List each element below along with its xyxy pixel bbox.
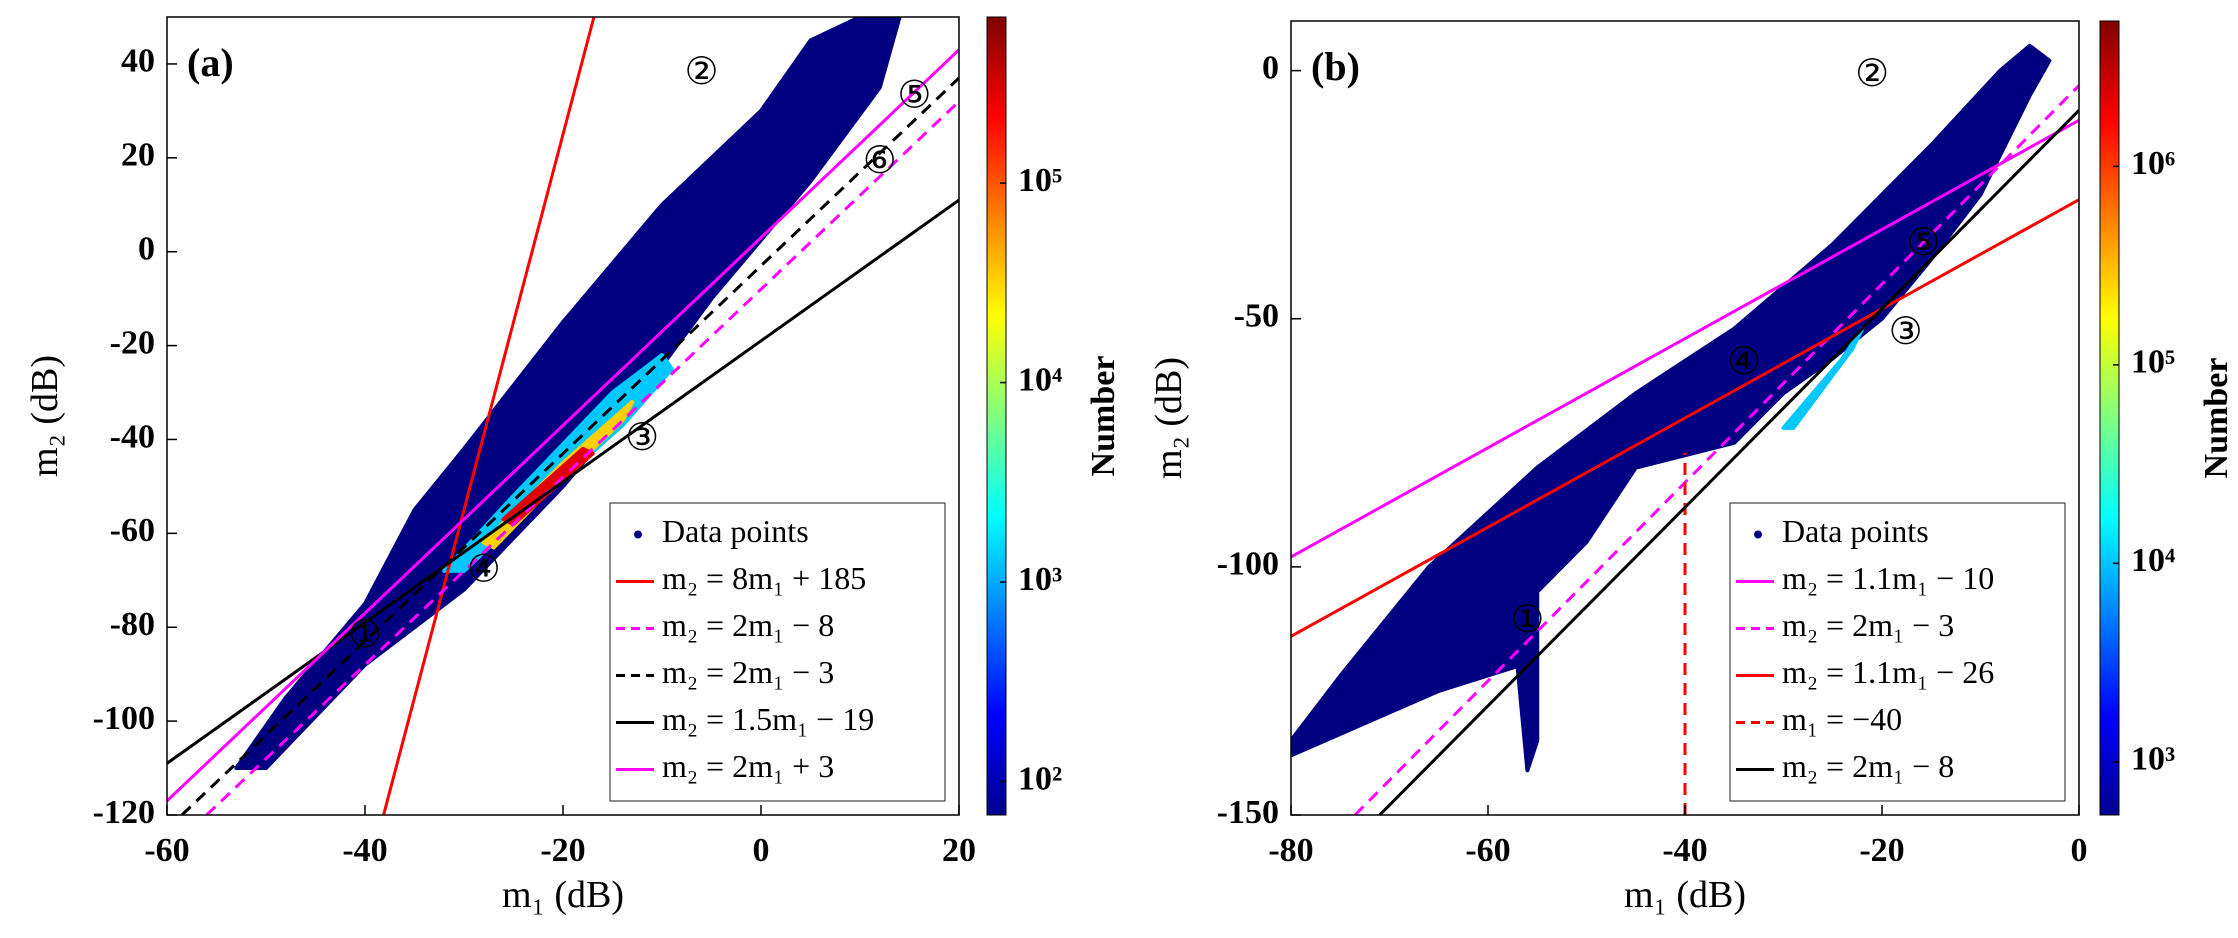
colorbar-label: Number — [1085, 356, 1122, 477]
colorbar-tick-label: 10³ — [2131, 741, 2175, 778]
y-tick-label: -150 — [1217, 794, 1279, 831]
region-label: ② — [1855, 51, 1889, 95]
legend-label: m₂ = 2m₁ − 8 — [1782, 748, 1954, 784]
x-tick-label: 0 — [2071, 832, 2088, 869]
region-label: ④ — [1727, 339, 1761, 383]
y-axis-label: m₂ (dB) — [24, 355, 66, 477]
legend-label: m₂ = 2m₁ − 8 — [662, 607, 834, 643]
y-tick-label: 0 — [1262, 49, 1279, 86]
legend-marker — [1754, 530, 1762, 539]
y-tick-label: -80 — [110, 606, 155, 643]
y-tick-label: -100 — [1217, 546, 1279, 583]
panel-label: (b) — [1311, 44, 1360, 89]
region-label: ⑤ — [1906, 220, 1940, 264]
region-label: ② — [685, 49, 719, 93]
colorbar — [986, 16, 1007, 816]
density-cloud — [501, 446, 595, 526]
legend-label: m₂ = 8m₁ + 185 — [662, 560, 866, 596]
colorbar-tick-label: 10³ — [1018, 561, 1062, 598]
y-tick-label: 40 — [121, 43, 155, 80]
legend-box — [609, 502, 946, 802]
legend-label: m₂ = 2m₁ − 3 — [1782, 607, 1954, 643]
y-tick-label: -120 — [93, 794, 155, 831]
legend-marker — [634, 530, 642, 539]
fit-line — [167, 198, 959, 765]
y-tick-label: -50 — [1234, 298, 1279, 335]
fit-line — [1378, 109, 2079, 815]
fit-line — [382, 17, 596, 815]
x-tick-label: -20 — [1859, 832, 1904, 869]
x-tick-label: -20 — [540, 832, 585, 869]
x-tick-label: 20 — [942, 832, 976, 869]
y-axis-label: m₂ (dB) — [1148, 357, 1190, 479]
x-tick-label: -40 — [1662, 832, 1707, 869]
plot-area — [1291, 43, 2079, 815]
legend-label: m₂ = 1.1m₁ − 10 — [1782, 560, 1994, 596]
density-cloud — [234, 17, 902, 771]
colorbar-tick-label: 10⁵ — [1018, 162, 1062, 199]
fit-line — [1353, 84, 2079, 815]
x-tick-label: -40 — [342, 832, 387, 869]
colorbar-tick-label: 10⁵ — [2131, 344, 2175, 381]
region-label: ③ — [625, 415, 659, 459]
region-label: ④ — [467, 546, 501, 590]
x-tick-label: -80 — [1268, 832, 1313, 869]
legend-label: m₂ = 1.1m₁ − 26 — [1782, 654, 1994, 690]
region-label: ① — [348, 612, 382, 656]
region-label: ③ — [1889, 309, 1923, 353]
y-tick-label: 20 — [121, 137, 155, 174]
fit-line — [205, 100, 959, 815]
y-tick-label: -40 — [110, 418, 155, 455]
colorbar-label: Number — [2198, 358, 2235, 479]
colorbar-tick-label: 10⁶ — [2131, 145, 2175, 182]
x-axis-label: m₁ (dB) — [1624, 874, 1746, 916]
region-label: ① — [1510, 597, 1544, 641]
y-tick-label: -100 — [93, 700, 155, 737]
legend-label: m₂ = 2m₁ − 3 — [662, 654, 834, 690]
plot-area — [167, 17, 959, 815]
x-tick-label: 0 — [753, 832, 770, 869]
legend-label: Data points — [1782, 513, 1929, 549]
colorbar-tick-label: 10² — [1018, 760, 1062, 797]
y-tick-label: 0 — [138, 231, 155, 268]
x-axis-label: m₁ (dB) — [502, 874, 624, 916]
fit-line — [167, 48, 959, 803]
legend-label: m₂ = 1.5m₁ − 19 — [662, 701, 874, 737]
panel-label: (a) — [187, 40, 234, 85]
legend-box — [1729, 502, 2066, 802]
x-tick-label: -60 — [1465, 832, 1510, 869]
x-tick-label: -60 — [144, 832, 189, 869]
y-tick-label: -60 — [110, 512, 155, 549]
legend-label: m₂ = 2m₁ + 3 — [662, 748, 834, 784]
y-tick-label: -20 — [110, 324, 155, 361]
density-cloud — [1781, 326, 1865, 430]
fit-line — [1291, 198, 2079, 638]
colorbar-tick-label: 10⁴ — [1018, 361, 1062, 398]
colorbar — [2099, 20, 2120, 816]
region-label: ⑥ — [863, 138, 897, 182]
region-label: ⑤ — [897, 72, 931, 116]
fit-line — [1291, 118, 2079, 559]
legend-label: Data points — [662, 513, 809, 549]
colorbar-tick-label: 10⁴ — [2131, 542, 2175, 579]
legend-label: m₁ = −40 — [1782, 701, 1902, 737]
